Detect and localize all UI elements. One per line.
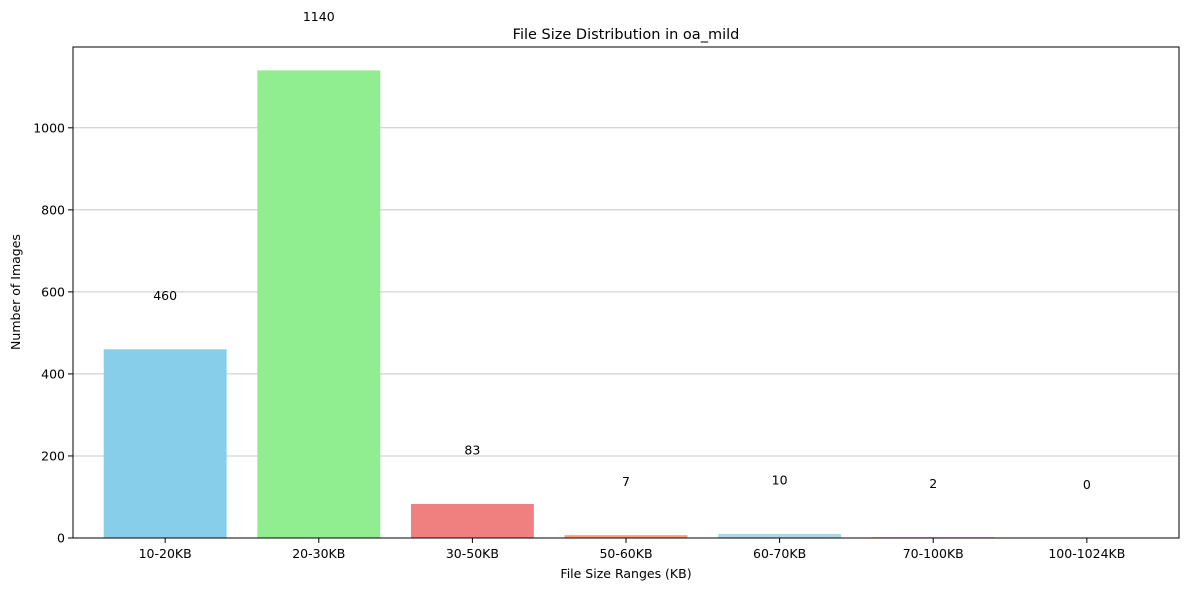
x-tick-label: 70-100KB bbox=[903, 546, 964, 561]
bar-value-label: 1140 bbox=[303, 9, 335, 24]
x-tick-label: 60-70KB bbox=[753, 546, 806, 561]
axes: 0 200 400 600 800 1000 10-20KB 20-30KB 30-50KB 50… bbox=[33, 46, 1180, 561]
bar bbox=[257, 70, 381, 538]
x-tick-label: 30-50KB bbox=[446, 546, 499, 561]
y-tick-label: 1000 bbox=[33, 120, 65, 135]
bar-value-label: 10 bbox=[772, 473, 788, 488]
y-tick-label: 400 bbox=[41, 366, 65, 381]
y-tick-label: 600 bbox=[41, 284, 65, 299]
y-axis-label: Number of Images bbox=[8, 234, 23, 350]
x-tick-label: 10-20KB bbox=[139, 546, 192, 561]
y-tick-label: 200 bbox=[41, 448, 65, 463]
bar-value-label: 2 bbox=[929, 476, 937, 491]
x-tick-label: 20-30KB bbox=[292, 546, 345, 561]
bar bbox=[564, 535, 688, 538]
bar-value-label: 83 bbox=[464, 443, 480, 458]
bar-value-labels: 460 1140 83 7 10 2 0 bbox=[153, 9, 1091, 492]
y-tick-label: 0 bbox=[57, 531, 65, 546]
bar bbox=[103, 349, 227, 538]
plot-frame bbox=[72, 46, 1180, 539]
chart-title: File Size Distribution in oa_mild bbox=[513, 27, 740, 43]
x-tick-label: 50-60KB bbox=[599, 546, 652, 561]
bar bbox=[410, 503, 534, 538]
bar-value-label: 0 bbox=[1083, 477, 1091, 492]
bar-value-label: 7 bbox=[622, 474, 630, 489]
bar-value-label: 460 bbox=[153, 288, 177, 303]
bars bbox=[103, 70, 995, 538]
x-axis-label: File Size Ranges (KB) bbox=[560, 566, 691, 581]
bar bbox=[718, 533, 842, 538]
y-tick-label: 800 bbox=[41, 202, 65, 217]
x-tick-label: 100-1024KB bbox=[1048, 546, 1125, 561]
